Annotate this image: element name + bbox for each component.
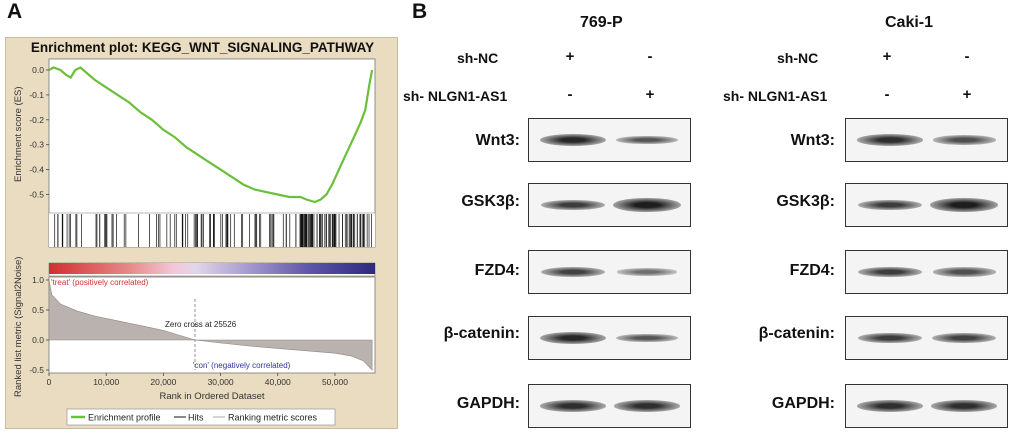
gsea-chart: 0.0-0.1-0.2-0.3-0.4-0.51.00.50.0-0.50 10,… (13, 58, 376, 426)
es-y-tick-label: 0.0 (32, 65, 44, 75)
band (857, 199, 923, 211)
sh-nc-label: sh-NC (457, 50, 499, 66)
cell-line-title: 769-P (580, 14, 623, 31)
legend-enrichment-label: Enrichment profile (88, 413, 161, 423)
x-tick-label: 10,000 (93, 377, 119, 387)
blot-box (528, 316, 691, 360)
protein-label: Wnt3: (475, 132, 520, 149)
band (540, 134, 606, 146)
protein-label: β-catenin: (443, 325, 520, 342)
blot-box (845, 316, 1008, 360)
rank-color-bar (49, 263, 375, 274)
sign: + (882, 48, 892, 65)
sign: + (565, 48, 575, 65)
x-tick-label: 30,000 (208, 377, 234, 387)
band (614, 400, 680, 412)
protein-label: GSK3β: (776, 193, 835, 210)
protein-label: β-catenin: (758, 325, 835, 342)
protein-label: Wnt3: (790, 132, 835, 149)
metric-y-tick-label: 0.5 (32, 305, 44, 315)
x-tick-label: 0 (47, 377, 52, 387)
band (930, 198, 998, 212)
blot-box (528, 183, 691, 227)
band (540, 199, 606, 211)
blot-box (845, 118, 1008, 162)
es-line (48, 66, 374, 204)
metric-y-tick-label: 1.0 (32, 275, 44, 285)
zero-cross-label: Zero cross at 25526 (165, 320, 237, 329)
band (932, 135, 996, 145)
es-y-axis-label: Enrichment score (ES) (13, 86, 24, 182)
es-y-tick-label: -0.3 (29, 140, 44, 150)
protein-label: FZD4: (789, 262, 835, 279)
band (540, 332, 606, 344)
band (857, 134, 923, 146)
treat-label: 'treat' (positively correlated) (51, 278, 149, 287)
legend-hits-label: Hits (188, 413, 204, 423)
metric-y-axis-label: Ranked list metric (Signal2Noise) (13, 257, 24, 397)
sign: - (964, 48, 970, 65)
band (857, 400, 923, 412)
blot-box (528, 250, 691, 294)
sh-knockdown-label: sh- NLGN1-AS1 (403, 88, 508, 104)
sign: - (567, 86, 573, 103)
protein-label: FZD4: (474, 262, 520, 279)
metric-y-tick-label: 0.0 (32, 335, 44, 345)
con-label: 'con' (negatively correlated) (193, 361, 291, 370)
legend-ranking-label: Ranking metric scores (228, 413, 318, 423)
band (615, 333, 679, 343)
x-tick-label: 50,000 (322, 377, 348, 387)
blot-box (845, 250, 1008, 294)
blot-box (845, 183, 1008, 227)
blot-box (528, 384, 691, 428)
ranking-metric-area (48, 279, 373, 371)
es-y-tick-label: -0.5 (29, 190, 44, 200)
panel-b-letter: B (412, 0, 428, 23)
sh-knockdown-label: sh- NLGN1-AS1 (723, 88, 828, 104)
metric-y-tick-label: -0.5 (29, 365, 44, 375)
band (615, 135, 679, 145)
es-y-tick-label: -0.4 (29, 165, 44, 175)
band (540, 400, 606, 412)
protein-label: GAPDH: (456, 395, 520, 412)
legend-box (66, 408, 336, 426)
band (613, 197, 681, 213)
band (932, 267, 996, 277)
sh-nc-label: sh-NC (777, 50, 819, 66)
band (932, 332, 996, 344)
panel-a-letter: A (7, 0, 23, 23)
cell-line-title: Caki-1 (885, 14, 934, 31)
x-tick-label: 20,000 (150, 377, 176, 387)
band (931, 400, 997, 412)
x-axis-label: Rank in Ordered Dataset (159, 391, 264, 402)
sign: + (645, 86, 655, 103)
sign: - (647, 48, 653, 65)
protein-label: GSK3β: (461, 193, 520, 210)
blot-box (845, 384, 1008, 428)
band (616, 268, 678, 276)
blot-box (528, 118, 691, 162)
es-y-tick-label: -0.1 (29, 90, 44, 100)
protein-label: GAPDH: (771, 395, 835, 412)
band (857, 332, 923, 344)
band (541, 266, 605, 278)
band (857, 266, 923, 278)
sign: - (884, 86, 890, 103)
sign: + (962, 86, 972, 103)
gsea-plot-title: Enrichment plot: KEGG_WNT_SIGNALING_PATH… (30, 40, 375, 55)
es-y-tick-label: -0.2 (29, 115, 44, 125)
x-tick-label: 40,000 (265, 377, 291, 387)
